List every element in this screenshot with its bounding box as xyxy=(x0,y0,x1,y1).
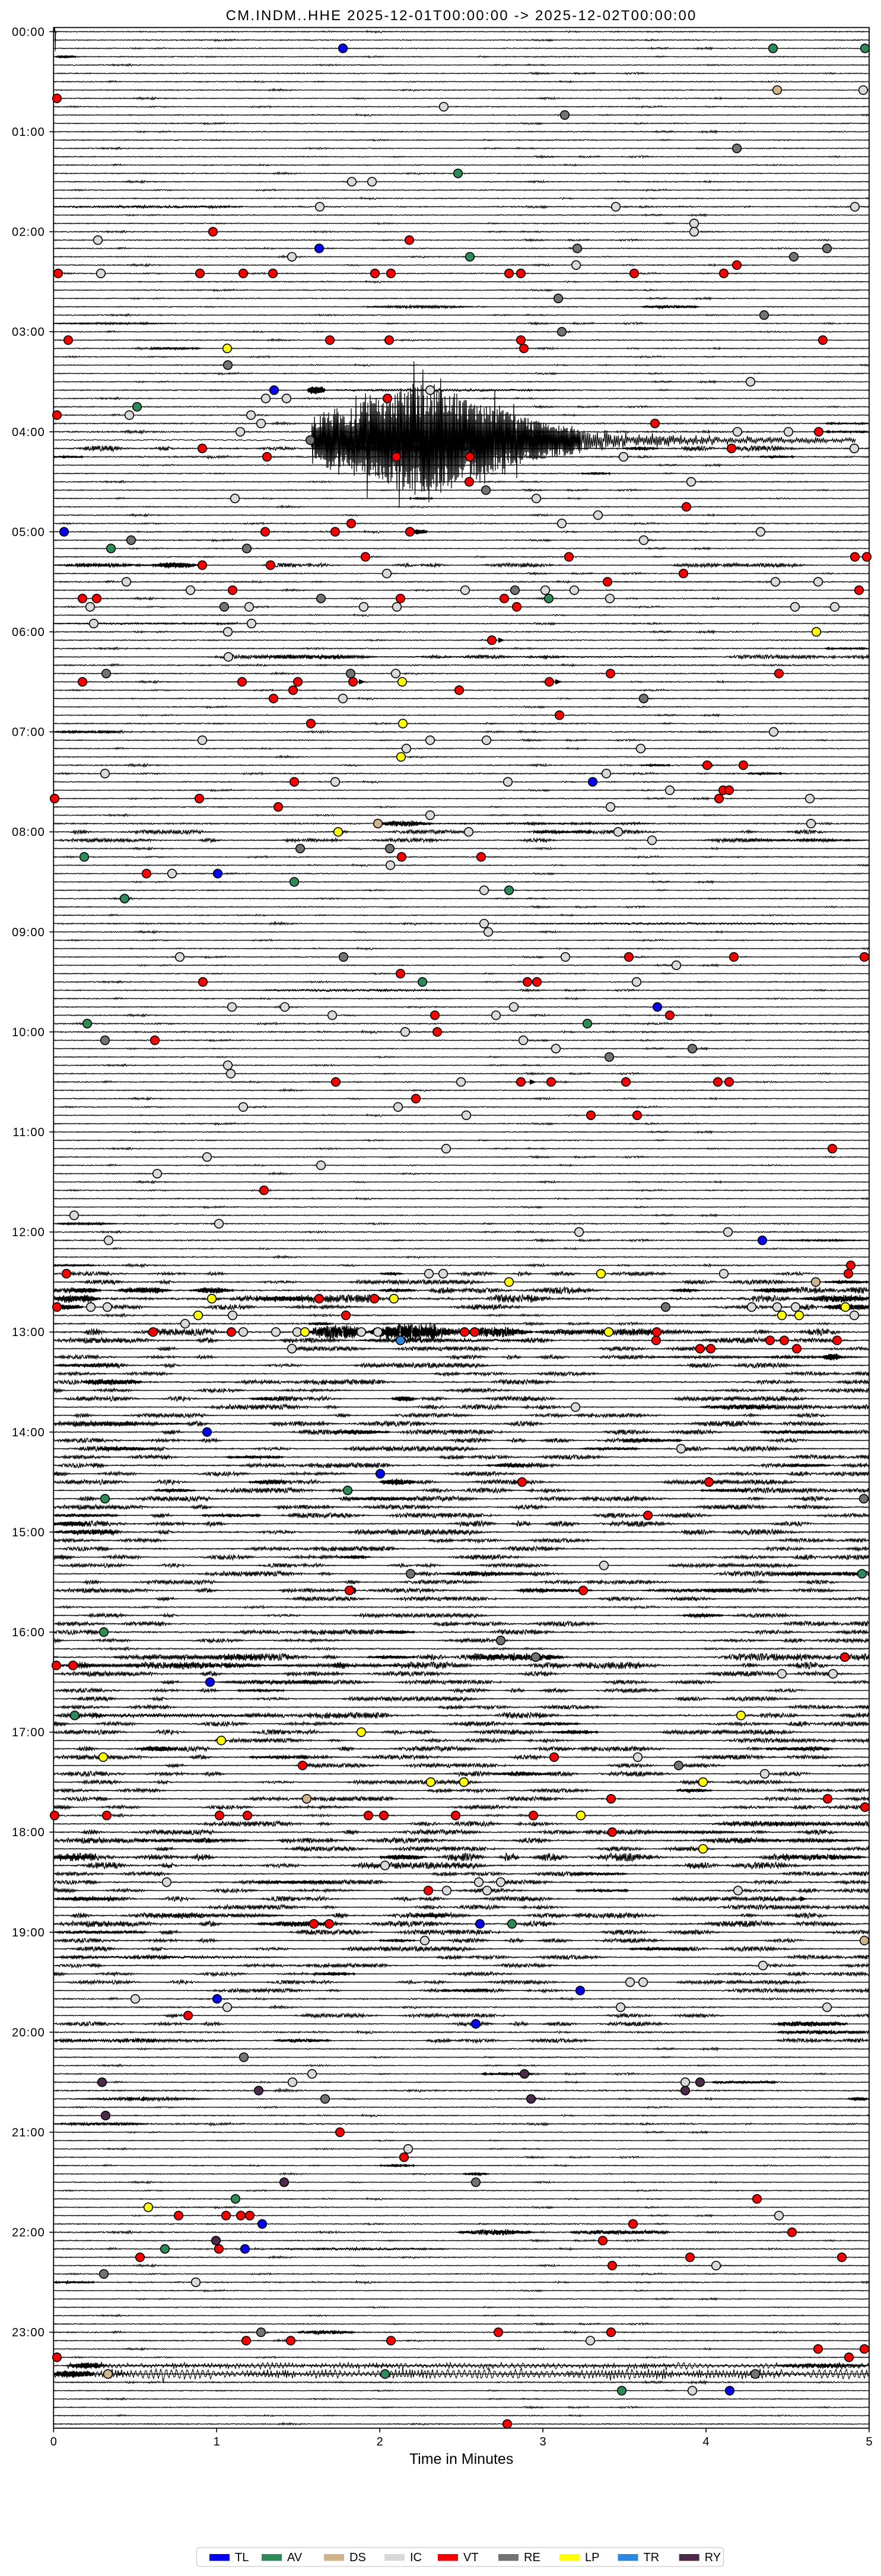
svg-text:3: 3 xyxy=(540,2435,546,2448)
svg-text:20:00: 20:00 xyxy=(12,2026,45,2039)
svg-text:Time in Minutes: Time in Minutes xyxy=(409,2451,514,2467)
svg-text:21:00: 21:00 xyxy=(12,2126,45,2139)
svg-text:LP: LP xyxy=(585,2551,599,2564)
svg-text:2: 2 xyxy=(377,2435,383,2448)
svg-text:22:00: 22:00 xyxy=(12,2227,45,2240)
svg-text:AV: AV xyxy=(287,2551,303,2564)
svg-text:TL: TL xyxy=(235,2551,249,2564)
svg-text:DS: DS xyxy=(349,2551,366,2564)
svg-text:01:00: 01:00 xyxy=(12,126,45,139)
svg-text:02:00: 02:00 xyxy=(12,226,45,239)
svg-text:16:00: 16:00 xyxy=(12,1626,45,1639)
svg-text:VT: VT xyxy=(463,2551,479,2564)
svg-text:19:00: 19:00 xyxy=(12,1926,45,1939)
svg-text:17:00: 17:00 xyxy=(12,1726,45,1739)
svg-text:07:00: 07:00 xyxy=(12,726,45,739)
svg-text:03:00: 03:00 xyxy=(12,326,45,339)
svg-text:4: 4 xyxy=(703,2435,710,2448)
svg-text:12:00: 12:00 xyxy=(12,1226,45,1239)
svg-text:15:00: 15:00 xyxy=(12,1526,45,1539)
svg-text:13:00: 13:00 xyxy=(12,1326,45,1339)
svg-text:18:00: 18:00 xyxy=(12,1826,45,1839)
svg-text:RY: RY xyxy=(705,2551,721,2564)
svg-text:08:00: 08:00 xyxy=(12,826,45,839)
svg-text:TR: TR xyxy=(644,2551,660,2564)
svg-text:CM.INDM..HHE 2025-12-01T00:00: CM.INDM..HHE 2025-12-01T00:00:00 -> 2025… xyxy=(226,8,697,24)
svg-text:04:00: 04:00 xyxy=(12,426,45,439)
svg-text:10:00: 10:00 xyxy=(12,1026,45,1039)
svg-text:06:00: 06:00 xyxy=(12,626,45,639)
svg-text:0: 0 xyxy=(50,2435,57,2448)
svg-text:1: 1 xyxy=(214,2435,220,2448)
svg-text:11:00: 11:00 xyxy=(12,1126,45,1139)
svg-text:RE: RE xyxy=(524,2551,540,2564)
svg-text:23:00: 23:00 xyxy=(12,2326,45,2339)
svg-text:14:00: 14:00 xyxy=(12,1426,45,1439)
svg-text:IC: IC xyxy=(410,2551,422,2564)
svg-text:09:00: 09:00 xyxy=(12,926,45,939)
svg-text:05:00: 05:00 xyxy=(12,526,45,539)
svg-text:5: 5 xyxy=(866,2435,872,2448)
svg-text:00:00: 00:00 xyxy=(12,26,45,39)
